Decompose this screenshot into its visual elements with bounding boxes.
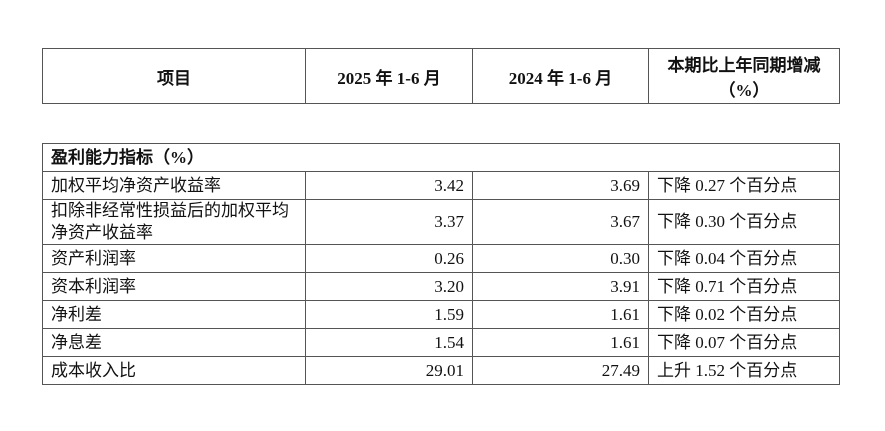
data-row: 资产利润率 0.26 0.30 下降 0.04 个百分点 xyxy=(42,244,840,273)
header-cell: 2025 年 1-6 月 xyxy=(305,48,473,104)
cell: 上升 1.52 个百分点 xyxy=(648,356,840,385)
header-cell: 2024 年 1-6 月 xyxy=(472,48,649,104)
cell: 下降 0.27 个百分点 xyxy=(648,171,840,200)
cell: 1.61 xyxy=(472,300,649,329)
cell: 下降 0.71 个百分点 xyxy=(648,272,840,301)
data-row: 资本利润率 3.20 3.91 下降 0.71 个百分点 xyxy=(42,272,840,301)
row-label: 净利差 xyxy=(42,300,306,329)
cell: 3.20 xyxy=(305,272,473,301)
header-row: 项目 2025 年 1-6 月 2024 年 1-6 月 本期比上年同期增减 （%… xyxy=(42,48,840,104)
cell: 下降 0.02 个百分点 xyxy=(648,300,840,329)
row-label: 资产利润率 xyxy=(42,244,306,273)
cell: 3.37 xyxy=(305,199,473,245)
section-row: 盈利能力指标（%） xyxy=(42,143,840,172)
data-row: 成本收入比 29.01 27.49 上升 1.52 个百分点 xyxy=(42,356,840,385)
cell: 1.54 xyxy=(305,328,473,357)
header-cell: 项目 xyxy=(42,48,306,104)
data-row: 扣除非经常性损益后的加权平均净资产收益率 3.37 3.67 下降 0.30 个百分点 xyxy=(42,199,840,245)
data-table: 盈利能力指标（%） 加权平均净资产收益率 3.42 3.69 下降 0.27 个百分点… xyxy=(42,143,840,385)
header-line: 本期比上年同期增减 xyxy=(667,56,821,75)
cell: 0.26 xyxy=(305,244,473,273)
data-row: 净利差 1.59 1.61 下降 0.02 个百分点 xyxy=(42,300,840,329)
header-cell: 本期比上年同期增减 （%） xyxy=(648,48,840,104)
cell: 1.61 xyxy=(472,328,649,357)
row-label: 扣除非经常性损益后的加权平均净资产收益率 xyxy=(42,199,306,245)
cell: 下降 0.30 个百分点 xyxy=(648,199,840,245)
cell: 下降 0.07 个百分点 xyxy=(648,328,840,357)
row-label: 资本利润率 xyxy=(42,272,306,301)
cell: 3.91 xyxy=(472,272,649,301)
cell: 3.69 xyxy=(472,171,649,200)
header-table: 项目 2025 年 1-6 月 2024 年 1-6 月 本期比上年同期增减 （%… xyxy=(42,48,840,104)
row-label: 加权平均净资产收益率 xyxy=(42,171,306,200)
data-row: 加权平均净资产收益率 3.42 3.69 下降 0.27 个百分点 xyxy=(42,171,840,200)
cell: 29.01 xyxy=(305,356,473,385)
cell: 下降 0.04 个百分点 xyxy=(648,244,840,273)
row-label: 净息差 xyxy=(42,328,306,357)
cell: 0.30 xyxy=(472,244,649,273)
section-title: 盈利能力指标（%） xyxy=(42,143,840,172)
row-label: 成本收入比 xyxy=(42,356,306,385)
data-row: 净息差 1.54 1.61 下降 0.07 个百分点 xyxy=(42,328,840,357)
cell: 3.42 xyxy=(305,171,473,200)
cell: 3.67 xyxy=(472,199,649,245)
header-line: （%） xyxy=(718,81,770,100)
cell: 27.49 xyxy=(472,356,649,385)
cell: 1.59 xyxy=(305,300,473,329)
